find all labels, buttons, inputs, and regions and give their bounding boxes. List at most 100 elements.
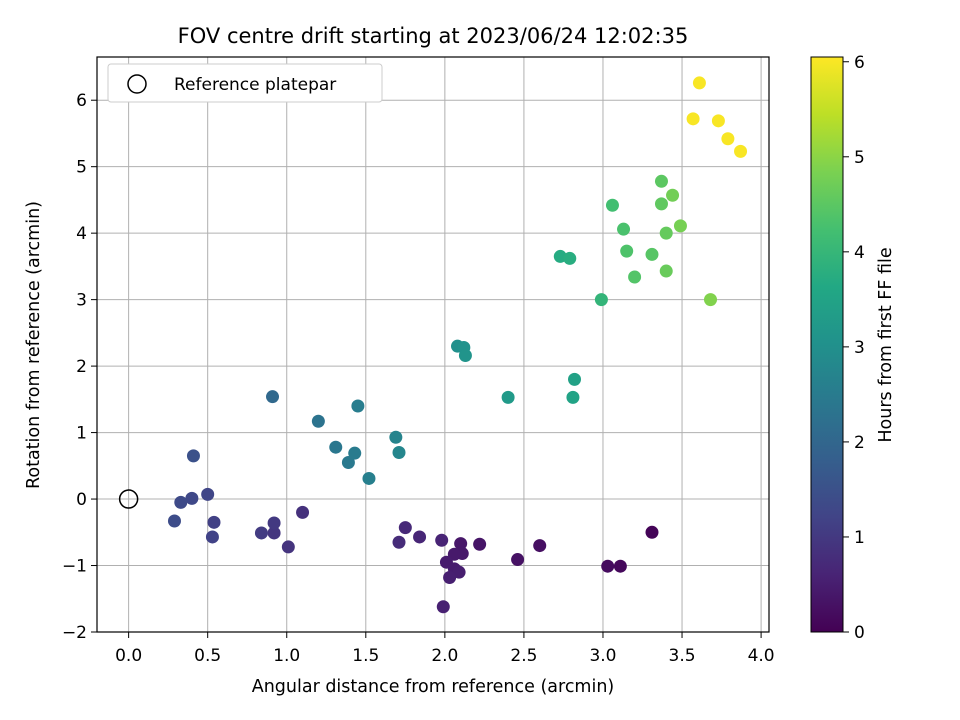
data-point [281, 540, 295, 554]
data-point [473, 537, 487, 551]
colorbar-label: Hours from first FF file [876, 247, 896, 442]
colorbar-tick-label: 3 [854, 338, 865, 358]
data-point [673, 219, 687, 233]
data-point [296, 505, 310, 519]
data-point [654, 197, 668, 211]
data-point [389, 430, 403, 444]
data-point [392, 535, 406, 549]
data-point [617, 222, 631, 236]
data-point [659, 226, 673, 240]
y-tick-label: 5 [76, 158, 87, 178]
data-point [167, 514, 181, 528]
data-point [435, 533, 449, 547]
data-point [413, 530, 427, 544]
legend-marker-icon [127, 74, 147, 94]
x-tick-label: 1.5 [352, 646, 379, 666]
data-point [605, 198, 619, 212]
data-point [341, 455, 355, 469]
data-point [566, 390, 580, 404]
data-point [692, 76, 706, 90]
data-point [645, 247, 659, 261]
x-tick-label: 4.0 [748, 646, 775, 666]
x-tick-label: 0.0 [115, 646, 142, 666]
data-point [205, 530, 219, 544]
data-point [703, 293, 717, 307]
reference-platepar-marker [118, 489, 139, 509]
data-point [392, 446, 406, 460]
data-point [666, 188, 680, 202]
data-point [501, 390, 515, 404]
data-point [721, 132, 735, 146]
y-tick-label: 3 [76, 291, 87, 311]
data-point [533, 539, 547, 553]
x-axis-label: Angular distance from reference (arcmin) [252, 677, 615, 697]
data-point [454, 537, 468, 551]
data-point [267, 526, 281, 540]
data-point [628, 270, 642, 284]
data-point [452, 565, 466, 579]
data-point [174, 495, 188, 509]
colorbar-gradient [810, 56, 844, 633]
colorbar-tick-label: 5 [854, 148, 865, 168]
data-point [311, 414, 325, 428]
colorbar-tick-label: 2 [854, 433, 865, 453]
data-point [443, 570, 457, 584]
data-point [458, 348, 472, 362]
data-point [329, 440, 343, 454]
data-point [201, 487, 215, 501]
colorbar: 0 1 2 3 4 5 6 Hours from first FF file [810, 53, 896, 643]
data-point [447, 547, 461, 561]
y-tick-label: 6 [76, 91, 87, 111]
y-axis-ticks: −2 −1 0 1 2 3 4 5 6 [62, 91, 97, 643]
y-tick-label: −2 [62, 623, 87, 643]
colorbar-ticks: 0 1 2 3 4 5 6 [843, 53, 865, 643]
plot-frame [96, 56, 770, 633]
data-point [563, 251, 577, 265]
y-tick-label: 0 [76, 490, 87, 510]
data-point [711, 114, 725, 128]
data-point [594, 293, 608, 307]
data-point [511, 553, 525, 567]
data-point [645, 525, 659, 539]
data-point [568, 372, 582, 386]
x-tick-label: 3.5 [669, 646, 696, 666]
grid-lines [97, 57, 769, 633]
data-point [185, 491, 199, 505]
x-tick-label: 1.0 [273, 646, 300, 666]
x-tick-label: 0.5 [194, 646, 221, 666]
data-point [734, 144, 748, 158]
data-point [620, 244, 634, 258]
x-tick-label: 2.5 [510, 646, 537, 666]
legend: Reference platepar [107, 63, 383, 103]
data-point [686, 112, 700, 126]
scatter-points [167, 76, 748, 614]
data-point [654, 174, 668, 188]
legend-entry-reference-platepar: Reference platepar [174, 75, 336, 95]
colorbar-tick-label: 6 [854, 53, 865, 73]
data-point [348, 446, 362, 460]
colorbar-tick-label: 1 [854, 528, 865, 548]
y-tick-label: 4 [76, 224, 87, 244]
data-point [601, 559, 615, 573]
y-tick-label: −1 [62, 557, 87, 577]
data-point [254, 526, 268, 540]
x-tick-label: 2.0 [431, 646, 458, 666]
data-point [436, 600, 450, 614]
data-point [207, 515, 221, 529]
x-axis-ticks: 0.0 0.5 1.0 1.5 2.0 2.5 3.0 3.5 4.0 [115, 632, 775, 666]
data-point [267, 516, 281, 530]
colorbar-tick-label: 4 [854, 243, 865, 263]
data-point [362, 471, 376, 485]
data-point [266, 390, 280, 404]
data-point [659, 264, 673, 278]
y-tick-label: 2 [76, 357, 87, 377]
data-point [351, 399, 365, 413]
data-point [398, 521, 412, 535]
x-tick-label: 3.0 [589, 646, 616, 666]
chart-title: FOV centre drift starting at 2023/06/24 … [178, 24, 689, 48]
y-axis-label: Rotation from reference (arcmin) [24, 201, 44, 489]
y-tick-label: 1 [76, 424, 87, 444]
data-point [613, 559, 627, 573]
data-point [186, 449, 200, 463]
